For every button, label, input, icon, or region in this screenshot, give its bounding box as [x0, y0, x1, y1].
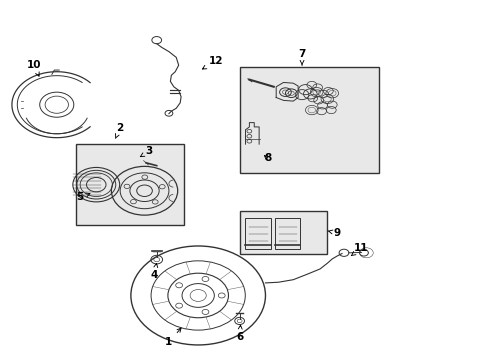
Bar [76, 144, 183, 225]
Bar [245, 219, 270, 249]
Text: 5: 5 [76, 192, 90, 202]
Text: 11: 11 [351, 243, 368, 256]
Text: 12: 12 [202, 56, 223, 69]
Text: 8: 8 [264, 153, 271, 163]
Bar [239, 211, 327, 253]
Bar [239, 67, 378, 173]
Text: 1: 1 [165, 328, 181, 347]
Text: 10: 10 [26, 60, 41, 76]
Text: 3: 3 [140, 146, 153, 157]
Text: 6: 6 [236, 325, 243, 342]
Text: 9: 9 [327, 228, 340, 238]
Text: 2: 2 [115, 123, 123, 138]
Text: 7: 7 [298, 49, 305, 65]
Bar [274, 219, 300, 249]
Text: 4: 4 [150, 264, 158, 280]
